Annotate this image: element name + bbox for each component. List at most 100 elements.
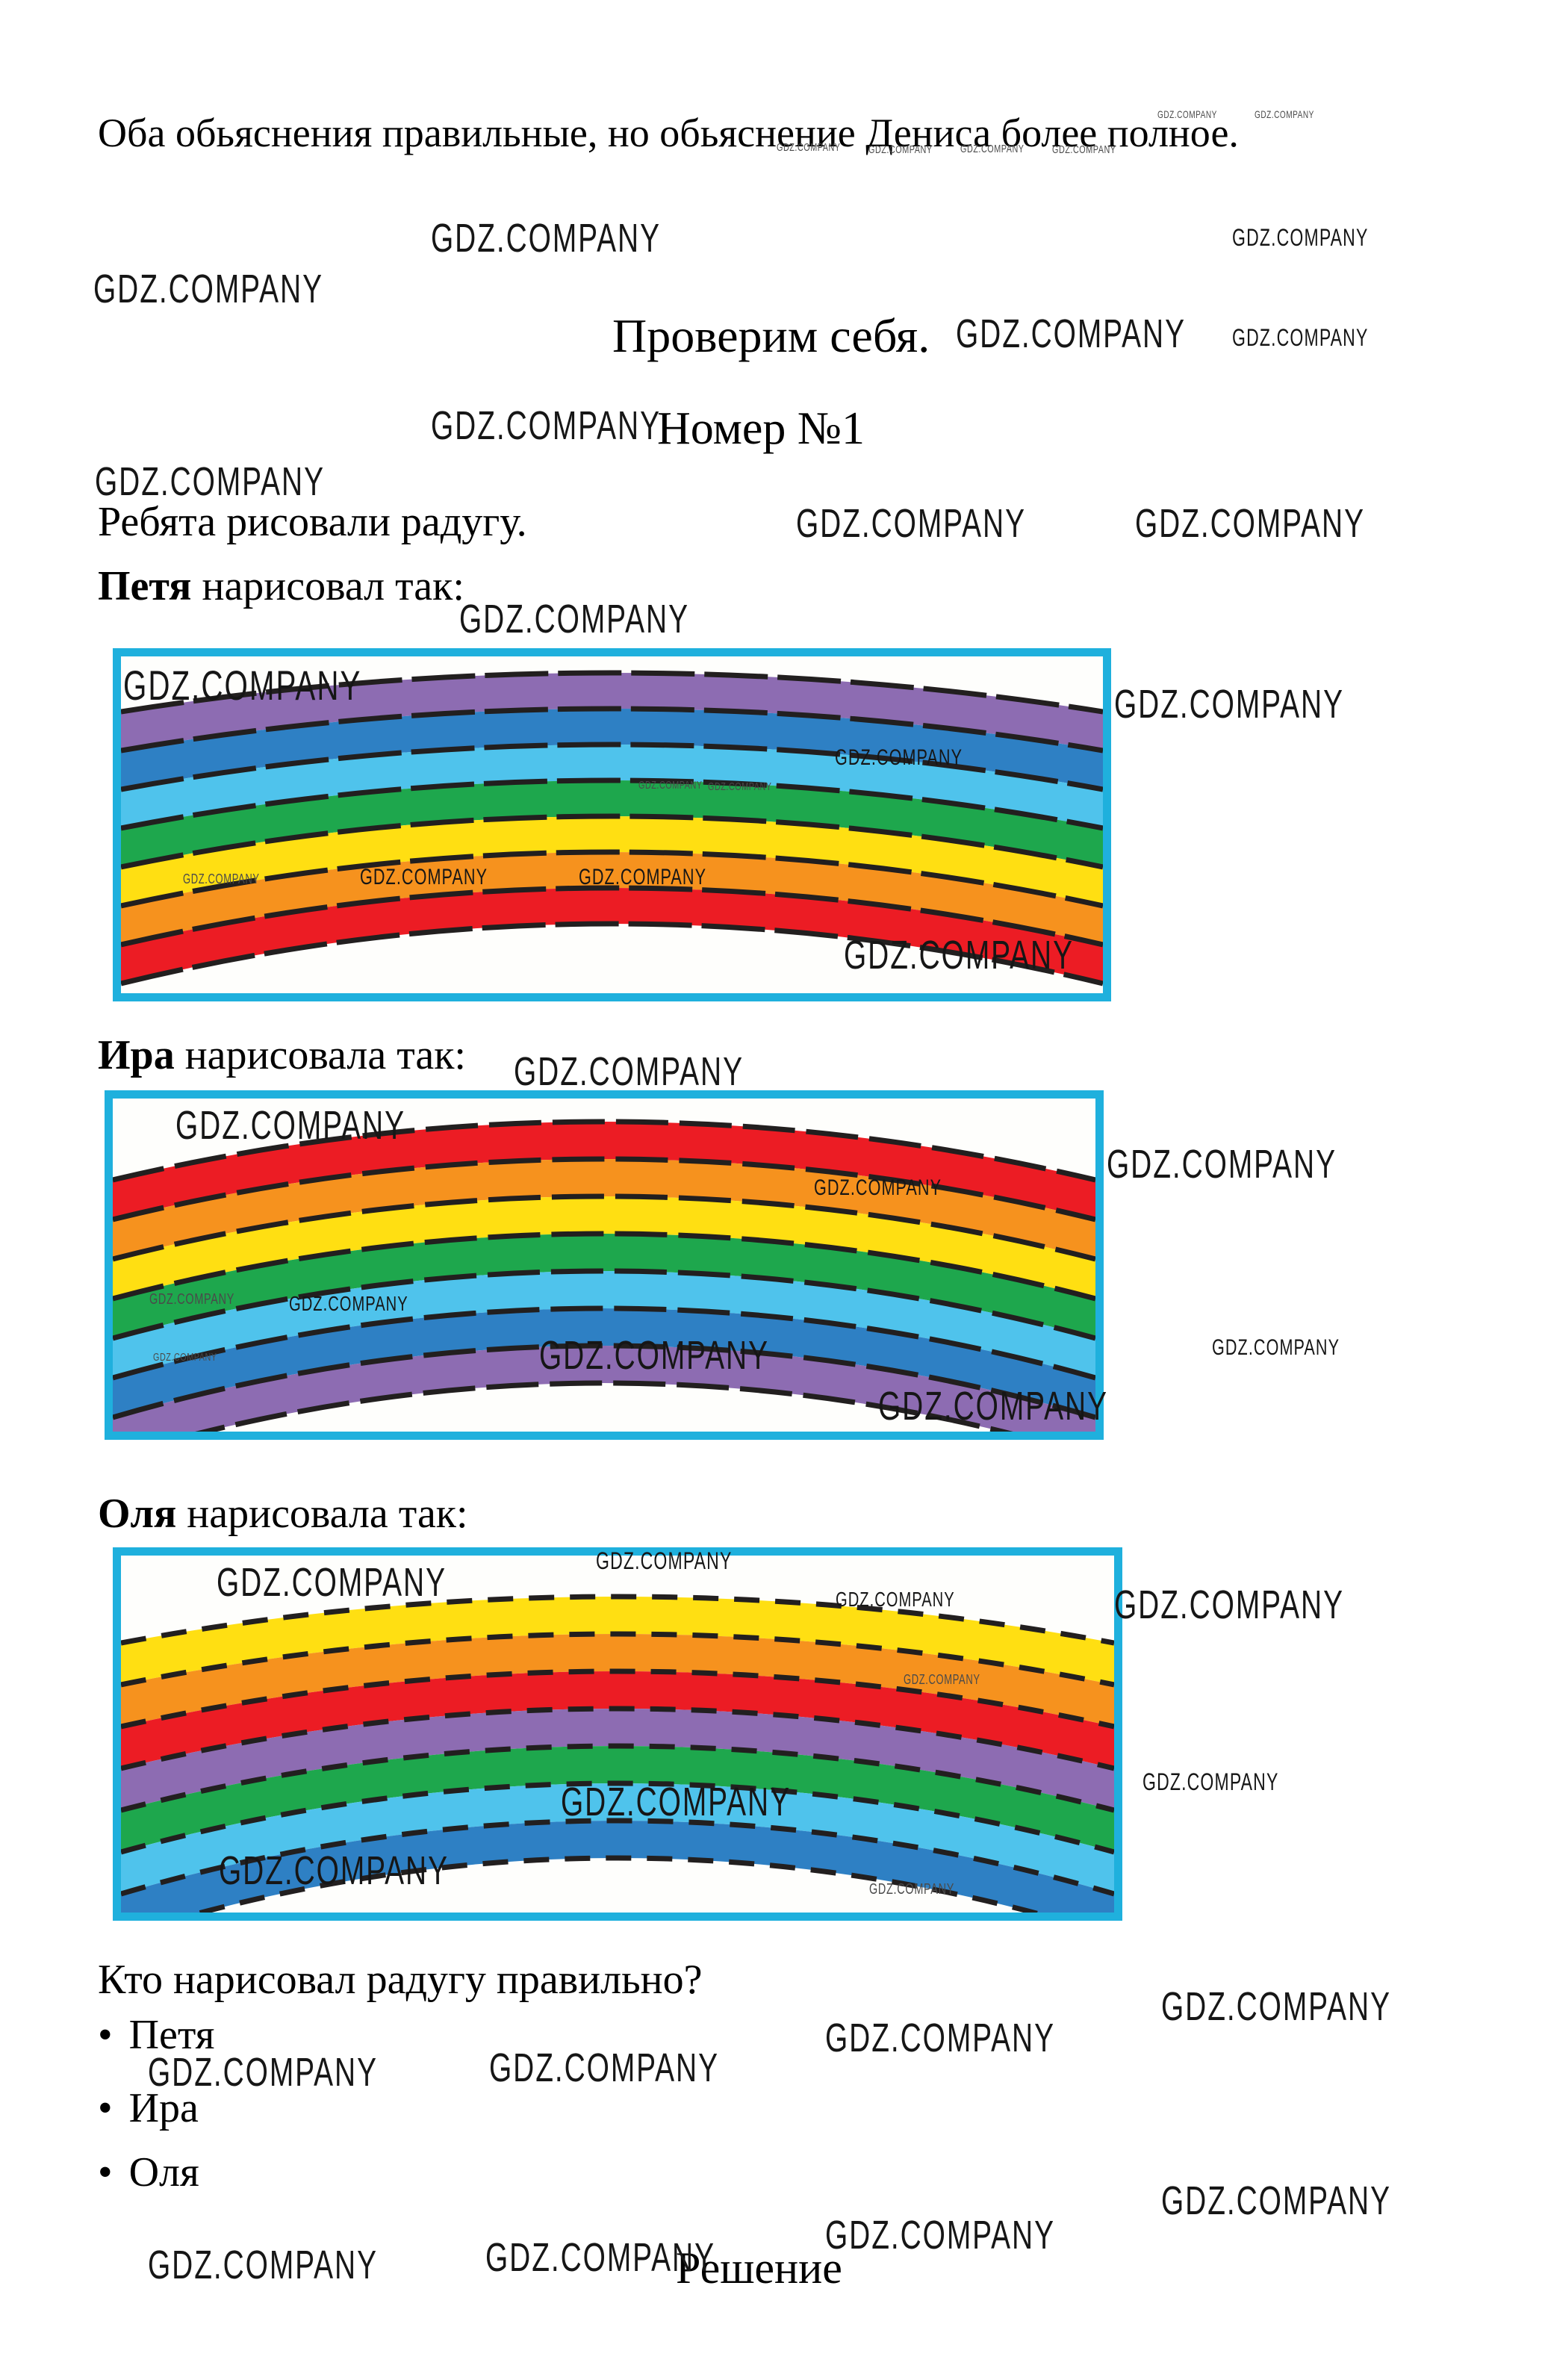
watermark: GDZ.COMPANY: [825, 2213, 1055, 2258]
option-label: Ира: [128, 2085, 199, 2131]
rainbow-band-blue: [113, 1308, 1095, 1417]
watermark: GDZ.COMPANY: [956, 311, 1186, 356]
watermark: GDZ.COMPANY: [596, 1547, 733, 1574]
watermark: GDZ.COMPANY: [1212, 1335, 1340, 1360]
drawing-author-name: Петя: [98, 563, 192, 609]
watermark: GDZ.COMPANY: [1114, 1582, 1344, 1627]
watermark: GDZ.COMPANY: [93, 267, 323, 311]
rainbow-band-violet: [113, 1346, 1095, 1432]
watermark: GDZ.COMPANY: [1135, 501, 1365, 546]
watermark: GDZ.COMPANY: [1255, 108, 1314, 120]
bullet-icon: •: [98, 2085, 113, 2131]
task-intro: Ребята рисовали радугу.: [98, 499, 527, 545]
rainbow-band-outline: [191, 1855, 1044, 1913]
watermark: GDZ.COMPANY: [836, 1588, 955, 1611]
watermark: GDZ.COMPANY: [219, 1848, 449, 1893]
option-item: • Ира: [98, 2085, 199, 2132]
rainbow-image-petya: [113, 648, 1111, 1001]
watermark: GDZ.COMPANY: [708, 780, 772, 793]
rainbow-band-outline: [121, 1743, 1114, 1813]
watermark: GDZ.COMPANY: [459, 597, 689, 641]
watermark: GDZ.COMPANY: [1114, 682, 1344, 727]
watermark: GDZ.COMPANY: [123, 662, 362, 709]
rainbow-band-outline: [121, 1631, 1114, 1688]
rainbow-svg-1: [113, 1119, 1095, 1432]
watermark: GDZ.COMPANY: [638, 779, 703, 792]
watermark: GDZ.COMPANY: [489, 2045, 719, 2090]
watermark: GDZ.COMPANY: [148, 2243, 378, 2287]
rainbow-band-green: [121, 1746, 1114, 1852]
watermark: GDZ.COMPANY: [844, 933, 1074, 978]
rainbow-band-outline: [121, 1780, 1114, 1855]
drawing-label-rest: нарисовала так:: [176, 1491, 468, 1537]
watermark: GDZ.COMPANY: [514, 1049, 744, 1094]
option-label: Оля: [128, 2149, 199, 2196]
watermark: GDZ.COMPANY: [869, 1881, 955, 1898]
task-number: Номер №1: [657, 403, 865, 454]
watermark: GDZ.COMPANY: [485, 2235, 715, 2280]
watermark: GDZ.COMPANY: [1107, 1142, 1337, 1187]
rainbow-band-lightblue: [113, 1271, 1095, 1378]
rainbow-band-outline: [113, 1119, 1095, 1183]
rainbow-band-green: [113, 1234, 1095, 1338]
rainbow-band-red: [121, 888, 1103, 984]
rainbow-band-blue: [121, 709, 1103, 789]
rainbow-band-outline: [113, 1231, 1095, 1302]
rainbow-band-outline: [113, 1268, 1095, 1341]
drawing-label-ira: Ира нарисовала так:: [98, 1032, 466, 1079]
watermark: GDZ.COMPANY: [153, 1351, 217, 1364]
rainbow-svg-2: [121, 1594, 1114, 1913]
watermark: GDZ.COMPANY: [960, 143, 1025, 155]
bullet-icon: •: [98, 2149, 113, 2196]
rainbow-band-outline: [121, 1706, 1114, 1771]
rainbow-band-green: [121, 780, 1103, 867]
rainbow-band-outline: [195, 1380, 1013, 1432]
watermark: GDZ.COMPANY: [148, 2050, 378, 2095]
rainbow-band-outline: [121, 921, 1103, 987]
rainbow-band-outline: [121, 742, 1103, 792]
watermark: GDZ.COMPANY: [1161, 1984, 1391, 2029]
rainbow-band-outline: [113, 1193, 1095, 1262]
rainbow-band-yellow: [121, 816, 1103, 906]
watermark: GDZ.COMPANY: [561, 1780, 791, 1824]
rainbow-band-outline: [113, 1156, 1095, 1222]
watermark: GDZ.COMPANY: [149, 1291, 235, 1308]
watermark: GDZ.COMPANY: [777, 141, 841, 154]
rainbow-band-outline: [121, 849, 1103, 909]
watermark: GDZ.COMPANY: [1232, 324, 1369, 351]
rainbow-band-violet: [121, 673, 1103, 751]
rainbow-band-outline: [121, 706, 1103, 754]
watermark: GDZ.COMPANY: [95, 459, 325, 504]
watermark: GDZ.COMPANY: [431, 216, 661, 261]
watermark: GDZ.COMPANY: [878, 1384, 1108, 1429]
section-title: Проверим себя.: [612, 309, 930, 362]
rainbow-band-red: [121, 1671, 1114, 1768]
rainbow-image-olya: [113, 1547, 1122, 1921]
rainbow-band-outline: [113, 1343, 1095, 1420]
rainbow-band-outline: [121, 670, 1103, 715]
rainbow-svg-0: [121, 670, 1103, 987]
watermark: GDZ.COMPANY: [825, 2016, 1055, 2060]
watermark: GDZ.COMPANY: [289, 1292, 408, 1315]
watermark: GDZ.COMPANY: [796, 501, 1026, 546]
rainbow-band-outline: [113, 1305, 1095, 1381]
watermark: GDZ.COMPANY: [1157, 108, 1217, 120]
rainbow-band-orange: [121, 1634, 1114, 1727]
option-item: • Петя: [98, 2012, 214, 2059]
watermark: GDZ.COMPANY: [539, 1333, 769, 1378]
watermark: GDZ.COMPANY: [217, 1560, 447, 1605]
rainbow-band-violet: [121, 1709, 1114, 1810]
drawing-author-name: Ира: [98, 1032, 175, 1078]
rainbow-band-yellow: [113, 1196, 1095, 1299]
rainbow-band-lightblue: [121, 1783, 1114, 1894]
drawing-label-petya: Петя нарисовал так:: [98, 563, 464, 610]
watermark: GDZ.COMPANY: [814, 1175, 942, 1200]
watermark: GDZ.COMPANY: [360, 865, 488, 889]
option-item: • Оля: [98, 2149, 199, 2196]
bullet-icon: •: [98, 2012, 113, 2058]
rainbow-band-blue: [121, 1821, 1114, 1913]
watermark: GDZ.COMPANY: [1052, 143, 1116, 156]
intro-text: Оба обьяснения правильные, но обьяснение…: [98, 111, 1239, 155]
rainbow-band-orange: [113, 1159, 1095, 1259]
